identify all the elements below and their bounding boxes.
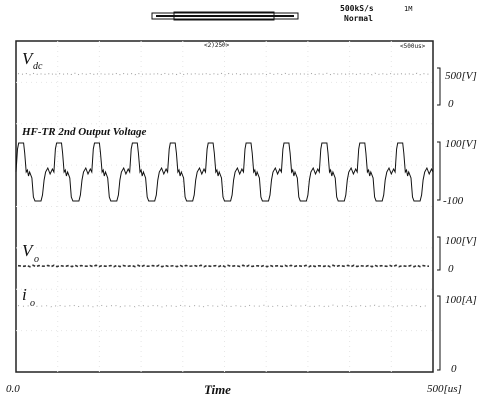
record-length-label: 1M [404,5,412,13]
x-axis-start: 0.0 [6,383,20,395]
vo-trace [17,264,430,268]
io-scale-bracket [437,295,441,371]
io-label-main: i [22,285,27,304]
x-axis-end: 500[us] [427,383,462,395]
vo-trace-label: V o [22,241,39,265]
hf-tick-min: -100 [443,195,464,207]
vdc-label-main: V [22,49,35,68]
vo-scale-bracket [437,236,441,271]
io-trace [17,304,430,308]
x-axis-label: Time [204,382,231,397]
vo-label-sub: o [34,254,39,265]
hf-tr-trace-title: HF-TR 2nd Output Voltage [21,126,147,138]
time-span-marker: <500us> [400,43,426,50]
vdc-tick-min: 0 [448,98,454,110]
hf-tick-max: 100[V] [445,138,477,150]
vdc-trace [17,72,430,76]
record-length-bar [151,11,299,21]
vdc-label-sub: dc [33,61,43,72]
hf-scale-bracket [437,141,441,201]
vo-tick-min: 0 [448,263,454,275]
io-trace-label: i o [22,285,35,309]
sample-rate-label: 500kS/s [340,4,374,13]
vo-tick-max: 100[V] [445,235,477,247]
plot-grid [16,41,433,372]
position-marker: <2)250> [204,42,230,49]
acquisition-mode-label: Normal [344,14,373,23]
io-label-sub: o [30,298,35,309]
hf-tr-voltage-trace [15,142,434,202]
vdc-scale-bracket [437,67,441,106]
vo-label-main: V [22,241,35,260]
io-tick-max: 100[A] [445,294,477,306]
vdc-trace-label: V dc [22,49,43,72]
vdc-tick-max: 500[V] [445,70,477,82]
io-tick-min: 0 [451,363,457,375]
